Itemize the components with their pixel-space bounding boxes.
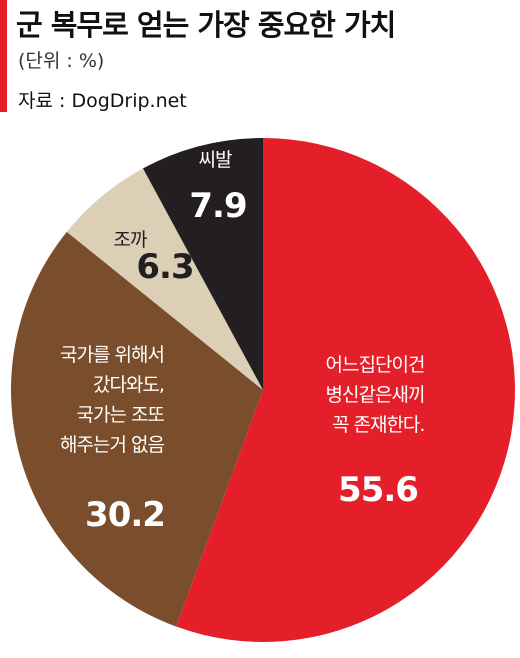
pie-slice [10,231,263,627]
slice-label: 어느집단이건 병신같은새끼 꼭 존재한다. [325,354,426,436]
pie-slice [142,138,263,390]
slice-label: 씨발 [198,149,233,171]
chart-subtitle: (단위 : %) [18,50,105,72]
value-label: 6.3 [136,247,194,287]
value-label: 30.2 [85,495,166,535]
slice-label: 조까 [113,229,148,251]
slice-label: 국가를 위해서 갔다와도, 국가는 조또 해주는거 없음 [60,344,165,456]
pie-slice [66,168,263,390]
chart-source: 자료 : DogDrip.net [18,90,187,112]
chart-title: 군 복무로 얻는 가장 중요한 가치 [16,8,396,42]
value-label: 7.9 [189,186,247,226]
value-label: 55.6 [338,470,419,510]
accent-bar [0,0,7,112]
pie-slice [176,138,516,642]
